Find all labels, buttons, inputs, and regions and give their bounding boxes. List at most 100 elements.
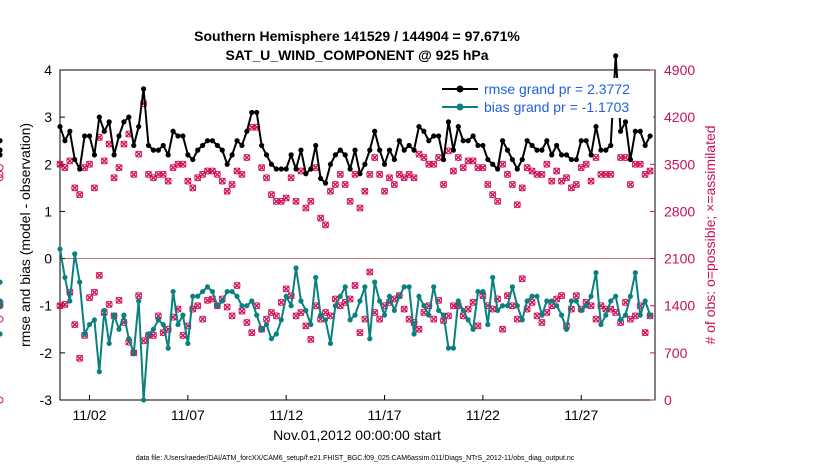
count-marker: [0, 397, 4, 404]
count-marker: [503, 170, 511, 178]
rmse-point: [490, 161, 496, 167]
rmse-point: [229, 152, 235, 158]
bias-point: [190, 293, 196, 299]
rmse-point: [549, 152, 555, 158]
bias-point: [140, 397, 147, 403]
rmse-point: [563, 152, 570, 158]
bias-point: [504, 303, 511, 309]
rmse-point: [298, 147, 304, 153]
rmse-point: [480, 142, 486, 149]
rmse-point: [195, 147, 201, 153]
count-marker: [0, 316, 4, 323]
count-marker: [0, 299, 4, 306]
bias-point: [613, 293, 619, 299]
chart-subtitle: SAT_U_WIND_COMPONENT @ 925 hPa: [225, 47, 488, 63]
bias-point: [121, 312, 127, 318]
bias-point: [160, 321, 166, 328]
bias-point: [391, 307, 397, 314]
bias-point: [603, 312, 609, 318]
rmse-point: [273, 166, 279, 172]
bias-point: [195, 293, 201, 299]
rmse-point: [455, 123, 461, 130]
count-marker: [621, 154, 629, 162]
bias-point: [578, 307, 584, 314]
count-marker: [105, 300, 113, 308]
bias-point: [303, 307, 309, 314]
rmse-point: [72, 156, 78, 163]
rmse-point: [357, 171, 363, 177]
rmse-point: [288, 152, 294, 158]
bias-point: [485, 321, 491, 328]
rmse-point: [347, 166, 353, 172]
count-marker: [0, 303, 4, 310]
count-marker: [322, 308, 330, 316]
rmse-point: [622, 119, 629, 125]
bias-point: [180, 312, 186, 318]
y2-tick-label: 700: [664, 345, 688, 361]
bias-point: [426, 312, 432, 318]
rmse-point: [0, 152, 3, 158]
bias-point: [234, 293, 240, 299]
count-marker: [558, 292, 566, 300]
count-marker: [71, 321, 79, 329]
rmse-point: [0, 147, 3, 153]
rmse-point: [190, 156, 196, 163]
rmse-point: [81, 133, 88, 139]
rmse-point: [470, 133, 476, 139]
y-tick-label: 1: [44, 203, 52, 219]
rmse-point: [534, 147, 540, 153]
bias-point: [0, 331, 3, 337]
count-marker: [199, 315, 207, 323]
bias-point: [637, 312, 643, 318]
bias-point: [386, 293, 393, 299]
bias-point: [96, 369, 102, 375]
rmse-point: [613, 53, 619, 59]
y-tick-label: -3: [40, 392, 53, 408]
bias-point: [283, 293, 289, 299]
count-marker: [322, 221, 330, 229]
count-marker: [499, 160, 507, 168]
bias-point: [219, 298, 225, 304]
rmse-point: [101, 128, 107, 134]
rmse-point: [539, 147, 545, 153]
count-marker: [641, 329, 649, 337]
count-marker: [607, 170, 615, 178]
bias-point: [480, 288, 486, 295]
rmse-point: [239, 142, 245, 149]
bias-point: [150, 326, 157, 332]
count-marker: [135, 292, 143, 300]
count-marker: [415, 325, 423, 333]
rmse-point: [401, 147, 407, 153]
bias-point: [86, 321, 93, 328]
count-marker: [179, 160, 187, 168]
rmse-point: [406, 142, 412, 149]
count-marker: [90, 184, 98, 192]
rmse-point: [145, 142, 152, 149]
x-axis-label: Nov.01,2012 00:00:00 start: [273, 427, 441, 443]
rmse-point: [180, 133, 186, 139]
bias-point: [367, 336, 373, 342]
count-marker: [587, 302, 595, 310]
rmse-point: [627, 156, 634, 163]
plot-area: -3 -2 -1 0 1 2 3 4 0 700 1400 2100 2800 3500 4200 4900…: [0, 53, 695, 423]
bias-point: [632, 270, 638, 276]
rmse-point: [136, 123, 142, 130]
count-marker: [61, 164, 69, 172]
count-marker: [518, 275, 526, 283]
bias-point: [155, 317, 161, 323]
count-marker: [592, 154, 600, 162]
bias-point: [72, 251, 78, 257]
count-marker: [263, 315, 271, 323]
rmse-point: [293, 166, 299, 172]
bias-point: [332, 303, 338, 309]
rmse-point: [362, 161, 368, 167]
rmse-point: [140, 86, 147, 92]
count-marker: [71, 184, 79, 192]
count-marker: [626, 180, 634, 188]
rmse-point: [170, 128, 176, 134]
bias-point: [67, 298, 73, 304]
bias-point: [416, 293, 422, 299]
legend: rmse grand pr = 2.3772 bias grand pr = -…: [435, 78, 653, 118]
count-marker: [626, 315, 634, 323]
count-marker: [420, 154, 428, 162]
